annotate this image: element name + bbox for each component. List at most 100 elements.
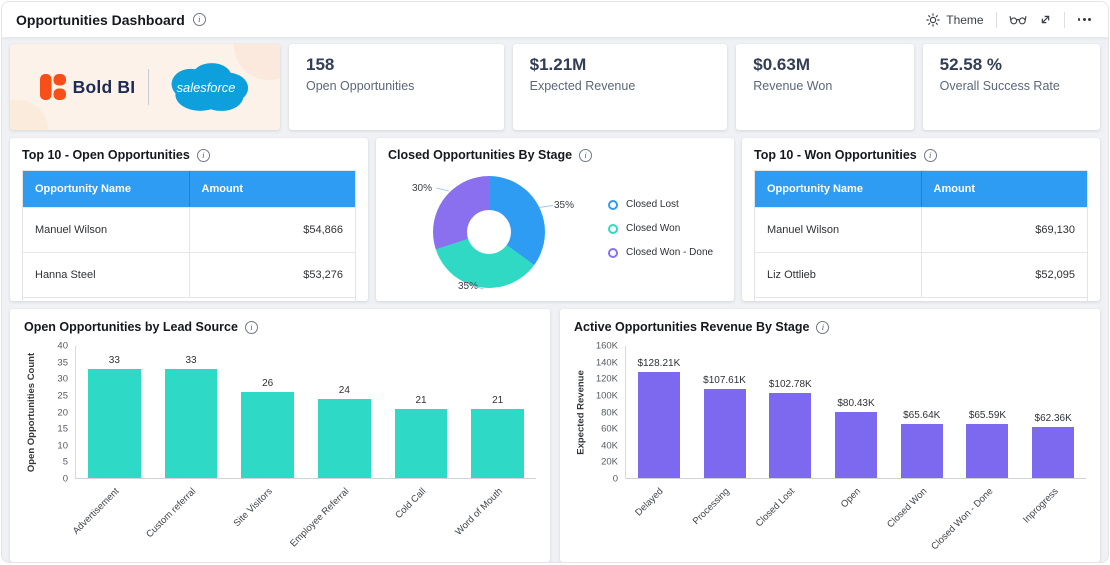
bar[interactable] <box>966 423 1009 478</box>
bar[interactable] <box>164 369 218 478</box>
bar[interactable] <box>834 411 878 478</box>
x-axis-labels: Delayed Processing Closed Lost Open Closed W… <box>625 479 1086 552</box>
info-icon[interactable]: i <box>192 13 206 26</box>
expand-icon <box>1041 15 1049 24</box>
separator <box>1063 11 1065 28</box>
info-icon[interactable]: i <box>196 148 210 162</box>
kpi-label: Expected Revenue <box>529 79 636 93</box>
donut-chart[interactable] <box>433 176 545 288</box>
bar-value-label: $107.61K <box>703 375 746 387</box>
plot-area: 33 33 26 24 21 21 <box>75 346 536 479</box>
kpi-label: Overall Success Rate <box>939 79 1060 93</box>
table-row[interactable]: Manuel Wilson $69,130 <box>755 207 1087 252</box>
cell-opportunity-name: Hanna Steel <box>35 269 96 281</box>
kpi-card-open-opportunities: 158 Open Opportunities <box>289 44 504 130</box>
column-header[interactable]: Opportunity Name <box>767 183 863 195</box>
y-tick-label: 60K <box>601 423 618 435</box>
widget-title: Active Opportunities Revenue By Stage <box>574 320 810 334</box>
bar-slot: $65.59K <box>955 346 1021 478</box>
preview-button[interactable] <box>1009 13 1027 26</box>
y-tick-label: 140K <box>595 357 618 369</box>
legend-label: Closed Won <box>626 223 681 234</box>
column-header[interactable]: Amount <box>188 171 356 207</box>
top-bar: Opportunities Dashboard i Theme <box>2 2 1108 38</box>
column-header[interactable]: Amount <box>920 171 1088 207</box>
bottom-row: Open Opportunities by Lead Source i Open… <box>10 309 1100 562</box>
label-connector <box>538 205 554 208</box>
theme-button[interactable]: Theme <box>926 12 984 27</box>
info-icon[interactable]: i <box>579 148 593 162</box>
bar-slot: 33 <box>153 346 230 478</box>
info-icon[interactable]: i <box>816 320 830 334</box>
table-header: Opportunity Name Amount <box>23 171 355 207</box>
bar-slot: $62.36K <box>1020 346 1086 478</box>
y-tick-label: 10 <box>57 440 68 452</box>
bar[interactable] <box>637 372 680 478</box>
x-label-slot: Closed Won - Done <box>929 479 1020 552</box>
x-label-slot: Employee Referral <box>288 479 382 549</box>
sun-icon <box>926 12 940 27</box>
bar-slot: $80.43K <box>823 346 889 478</box>
y-tick-label: 35 <box>57 357 68 369</box>
legend-item[interactable]: Closed Won - Done <box>608 247 713 258</box>
bar[interactable] <box>394 408 448 478</box>
bar[interactable] <box>87 369 141 478</box>
x-label-slot: Open <box>823 479 889 547</box>
x-label-slot: Processing <box>691 479 757 547</box>
table-row-clipped <box>755 297 1087 301</box>
x-axis-labels: Advertisement Custom referral Site Visitor… <box>70 479 536 549</box>
page-title: Opportunities Dashboard <box>16 11 185 28</box>
svg-text:salesforce: salesforce <box>177 80 236 95</box>
label-connector <box>436 187 449 192</box>
more-options-button[interactable] <box>1077 14 1092 25</box>
bar[interactable] <box>471 408 525 478</box>
kpi-value: 52.58 % <box>939 55 1003 74</box>
y-tick-label: 100K <box>595 390 618 402</box>
donut-hole <box>467 210 511 254</box>
slice-label: 35% <box>458 281 479 292</box>
bar-value-label: 26 <box>262 378 274 390</box>
kpi-row: Bold BI salesforce 158 Open Opportu <box>10 44 1100 130</box>
x-tick-label: Closed Lost <box>754 486 798 530</box>
x-label-slot: Custom referral <box>144 479 229 547</box>
glasses-icon <box>1009 15 1027 25</box>
dashboard-content: Bold BI salesforce 158 Open Opportu <box>2 38 1108 562</box>
legend-item[interactable]: Closed Lost <box>608 199 713 210</box>
revenue-by-stage-chart-widget: Active Opportunities Revenue By Stage i … <box>560 309 1100 562</box>
y-tick-label: 20K <box>601 456 618 468</box>
x-label-slot: Advertisement <box>70 479 152 547</box>
legend-ring-icon <box>608 223 618 234</box>
legend-item[interactable]: Closed Won <box>608 223 713 234</box>
bar[interactable] <box>1032 426 1075 478</box>
table-row[interactable]: Liz Ottlieb $52,095 <box>755 252 1087 297</box>
middle-row: Top 10 - Open Opportunities i Opportunit… <box>10 138 1100 301</box>
cell-amount: $53,276 <box>188 253 356 297</box>
fullscreen-button[interactable] <box>1039 13 1052 26</box>
bar-slot: $128.21K <box>626 346 692 478</box>
column-header[interactable]: Opportunity Name <box>35 183 131 195</box>
bar[interactable] <box>769 393 812 478</box>
x-tick-label: Delayed <box>633 486 666 519</box>
boldbi-logo: Bold BI <box>39 74 136 100</box>
bar-slot: $65.64K <box>889 346 955 478</box>
legend-ring-icon <box>608 247 618 258</box>
legend-label: Closed Lost <box>626 199 679 210</box>
bar-slot: 21 <box>383 346 460 478</box>
info-icon[interactable]: i <box>244 320 258 334</box>
bar[interactable] <box>900 423 943 478</box>
boldbi-mark-icon <box>39 74 66 100</box>
y-axis-title: Open Opportunities Count <box>26 352 38 473</box>
bar[interactable] <box>241 392 295 478</box>
bar[interactable] <box>703 389 746 478</box>
x-tick-label: Processing <box>690 486 732 528</box>
kpi-label: Revenue Won <box>753 79 833 93</box>
y-axis-title: Expected Revenue <box>576 370 588 455</box>
cell-amount: $54,866 <box>188 208 356 252</box>
x-label-slot: Cold Call <box>382 479 459 547</box>
table-row[interactable]: Manuel Wilson $54,866 <box>23 207 355 252</box>
table-row[interactable]: Hanna Steel $53,276 <box>23 252 355 297</box>
bar[interactable] <box>317 398 371 478</box>
plot-area: $128.21K $107.61K $102.78K $80.43K $65.64K $6… <box>625 346 1086 479</box>
info-icon[interactable]: i <box>923 148 937 162</box>
won-opportunities-table: Opportunity Name Amount Manuel Wilson $69,1… <box>754 170 1088 301</box>
